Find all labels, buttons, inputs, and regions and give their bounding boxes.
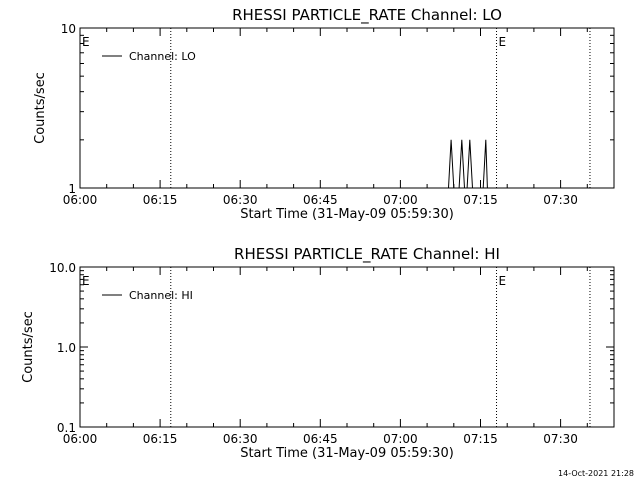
panel2-x-tick-label: 07:30: [543, 432, 578, 446]
panel2-x-tick-label: 06:45: [303, 432, 338, 446]
panel1-x-tick-label: 07:15: [463, 193, 498, 207]
panel1-event-label: E: [82, 35, 90, 49]
panel1-legend-label: Channel: LO: [129, 50, 196, 63]
panel2-x-tick-label: 07:00: [383, 432, 418, 446]
panel1-x-tick-label: 07:00: [383, 193, 418, 207]
panel2-x-tick-label: 06:00: [63, 432, 98, 446]
panel1-title: RHESSI PARTICLE_RATE Channel: LO: [232, 6, 502, 25]
panel2-event-label: E: [82, 274, 90, 288]
panel2-event-label: E: [499, 274, 507, 288]
panel2-legend-label: Channel: HI: [129, 289, 193, 302]
panel2-y-axis-label: Counts/sec: [21, 311, 36, 383]
panel2-x-tick-label: 06:30: [223, 432, 258, 446]
panel1-x-tick-label: 06:15: [143, 193, 178, 207]
panel2-y-tick-label: 1.0: [57, 341, 76, 355]
panel1-y-tick-label: 10: [61, 22, 76, 36]
panel2-y-tick-label: 0.1: [57, 421, 76, 435]
panel1-x-tick-label: 06:00: [63, 193, 98, 207]
panel1-x-axis-label: Start Time (31-May-09 05:59:30): [240, 207, 454, 222]
footer-timestamp: 14-Oct-2021 21:28: [558, 469, 634, 478]
panel1-x-tick-label: 07:30: [543, 193, 578, 207]
panel1-y-tick-label: 1: [68, 182, 76, 196]
panel1-x-tick-label: 06:30: [223, 193, 258, 207]
panel1-series-line: [80, 139, 488, 189]
panel1-event-label: E: [499, 35, 507, 49]
panel1-x-tick-label: 06:45: [303, 193, 338, 207]
panel1-y-axis-label: Counts/sec: [33, 72, 48, 144]
panel2-x-axis-label: Start Time (31-May-09 05:59:30): [240, 446, 454, 461]
panel2-title: RHESSI PARTICLE_RATE Channel: HI: [234, 245, 500, 264]
panel2-x-tick-label: 07:15: [463, 432, 498, 446]
panel2-y-tick-label: 10.0: [49, 261, 76, 275]
panel2-x-tick-label: 06:15: [143, 432, 178, 446]
